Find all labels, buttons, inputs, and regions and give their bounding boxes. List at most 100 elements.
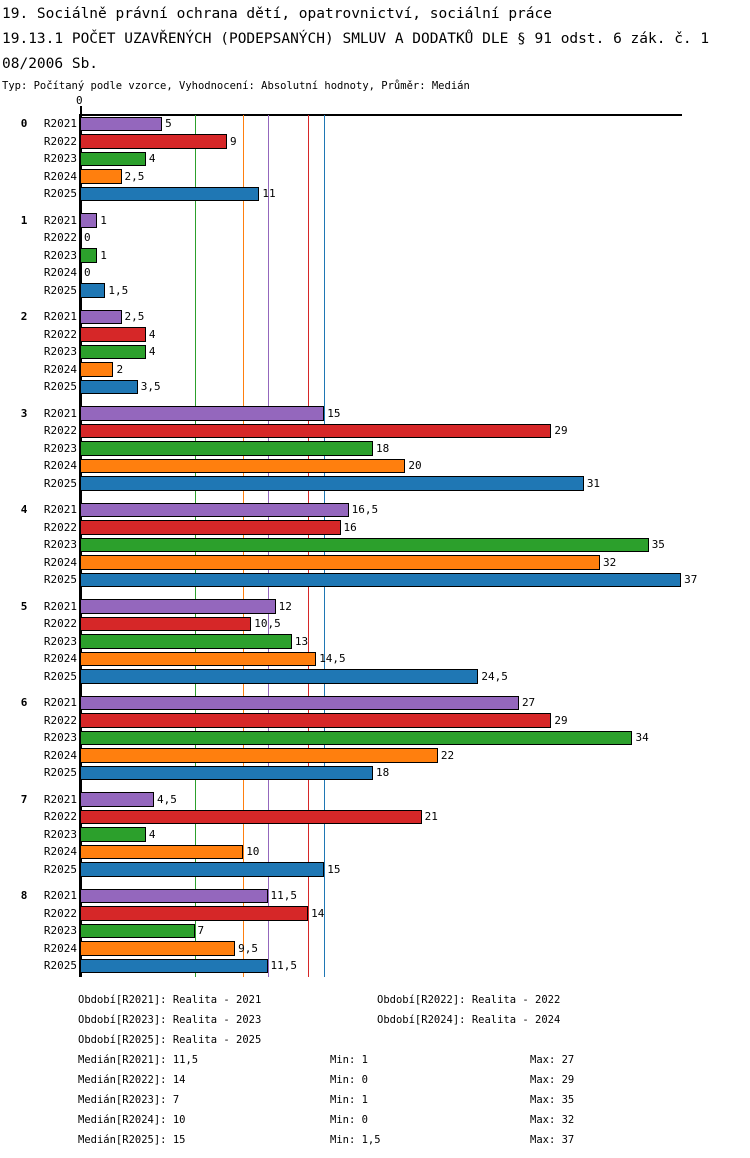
- bar-row[interactable]: R2025 37: [0, 571, 750, 589]
- bar-row[interactable]: R2022 29: [0, 422, 750, 440]
- bar-row[interactable]: R2021 11,5: [0, 887, 750, 905]
- bar-R2022[interactable]: [81, 713, 552, 728]
- bar-R2022[interactable]: [81, 423, 552, 438]
- bar-row[interactable]: R2025 11,5: [0, 957, 750, 975]
- bar-row[interactable]: R2023 4: [0, 150, 750, 168]
- bar-row[interactable]: R2025 11: [0, 185, 750, 203]
- bar-R2021[interactable]: [81, 213, 98, 228]
- bar-R2023[interactable]: [81, 441, 373, 456]
- series-label-R2021: R2021: [43, 310, 77, 323]
- bar-row[interactable]: R2021 4,5: [0, 791, 750, 809]
- legend-entry: Období[R2022]: Realita - 2022: [377, 994, 561, 1006]
- bar-R2022[interactable]: [81, 809, 422, 824]
- bar-row[interactable]: R2021 2,5: [0, 308, 750, 326]
- bar-value-label: 31: [586, 476, 601, 490]
- bar-row[interactable]: R2022 10,5: [0, 615, 750, 633]
- bar-row[interactable]: R2025 3,5: [0, 378, 750, 396]
- bar-row[interactable]: R2023 35: [0, 536, 750, 554]
- bar-R2022[interactable]: [81, 134, 227, 149]
- bar-row[interactable]: R2025 24,5: [0, 668, 750, 686]
- bar-R2025[interactable]: [81, 476, 584, 491]
- bar-row[interactable]: R2021 27: [0, 694, 750, 712]
- bar-row[interactable]: R2023 7: [0, 922, 750, 940]
- bar-row[interactable]: R2021 5: [0, 115, 750, 133]
- bar-R2023[interactable]: [81, 827, 146, 842]
- bar-R2023[interactable]: [81, 923, 195, 938]
- bar-row[interactable]: R2022 21: [0, 808, 750, 826]
- bar-row[interactable]: R2024 0: [0, 264, 750, 282]
- bar-row[interactable]: R2021 12: [0, 598, 750, 616]
- bar-row[interactable]: R2024 2: [0, 361, 750, 379]
- bar-R2023[interactable]: [81, 537, 649, 552]
- bar-row[interactable]: R2023 4: [0, 826, 750, 844]
- bar-R2024[interactable]: [81, 844, 244, 859]
- median-value: Medián[R2024]: 10: [78, 1114, 186, 1126]
- bar-R2021[interactable]: [81, 888, 268, 903]
- bar-row[interactable]: R2023 1: [0, 247, 750, 265]
- bar-R2021[interactable]: [81, 309, 122, 324]
- bar-value-label: 7: [197, 924, 205, 937]
- bar-R2024[interactable]: [81, 458, 406, 473]
- bar-row[interactable]: R2024 10: [0, 843, 750, 861]
- bar-R2022[interactable]: [81, 520, 341, 535]
- bar-R2024[interactable]: [81, 941, 236, 956]
- bar-row[interactable]: R2022 4: [0, 326, 750, 344]
- bar-R2021[interactable]: [81, 792, 154, 807]
- bar-R2021[interactable]: [81, 599, 276, 614]
- min-value: Min: 1: [330, 1094, 368, 1106]
- bar-row[interactable]: R2022 16: [0, 519, 750, 537]
- bar-R2023[interactable]: [81, 248, 98, 263]
- bar-R2021[interactable]: [81, 116, 163, 131]
- bar-R2025[interactable]: [81, 765, 373, 780]
- bar-row[interactable]: R2023 13: [0, 633, 750, 651]
- bar-row[interactable]: R2023 34: [0, 729, 750, 747]
- bar-R2025[interactable]: [81, 862, 325, 877]
- bar-R2025[interactable]: [81, 379, 138, 394]
- median-value: Medián[R2022]: 14: [78, 1074, 186, 1086]
- bar-row[interactable]: R2023 18: [0, 440, 750, 458]
- bar-row[interactable]: R2025 18: [0, 764, 750, 782]
- series-label-R2023: R2023: [43, 345, 77, 358]
- bar-row[interactable]: R2022 29: [0, 712, 750, 730]
- bar-R2021[interactable]: [81, 406, 325, 421]
- bar-row[interactable]: R2024 2,5: [0, 168, 750, 186]
- bar-row[interactable]: R2022 9: [0, 133, 750, 151]
- bar-R2024[interactable]: [81, 748, 438, 763]
- bar-R2022[interactable]: [81, 616, 252, 631]
- bar-R2023[interactable]: [81, 634, 292, 649]
- bar-R2022[interactable]: [81, 906, 309, 921]
- bar-row[interactable]: R2025 1,5: [0, 282, 750, 300]
- bar-row[interactable]: R2021 16,5: [0, 501, 750, 519]
- series-label-R2023: R2023: [43, 634, 77, 648]
- bar-row[interactable]: R2024 20: [0, 457, 750, 475]
- bar-row[interactable]: R2021 1: [0, 212, 750, 230]
- bar-R2024[interactable]: [81, 362, 114, 377]
- bar-R2024[interactable]: [81, 169, 122, 184]
- bar-row[interactable]: R2025 31: [0, 475, 750, 493]
- bar-R2025[interactable]: [81, 958, 268, 973]
- bar-row[interactable]: R2024 14,5: [0, 650, 750, 668]
- bar-R2023[interactable]: [81, 151, 146, 166]
- bar-R2025[interactable]: [81, 572, 682, 587]
- max-value: Max: 29: [530, 1074, 575, 1086]
- bar-R2021[interactable]: [81, 502, 349, 517]
- bar-R2025[interactable]: [81, 669, 479, 684]
- bar-R2025[interactable]: [81, 283, 106, 298]
- bar-R2023[interactable]: [81, 344, 146, 359]
- bar-R2022[interactable]: [81, 327, 146, 342]
- bar-R2024[interactable]: [81, 555, 601, 570]
- bar-row[interactable]: R2024 22: [0, 747, 750, 765]
- bar-row[interactable]: R2023 4: [0, 343, 750, 361]
- bar-row[interactable]: R2025 15: [0, 861, 750, 879]
- bar-value-label: 29: [554, 713, 568, 727]
- bar-R2024[interactable]: [81, 651, 317, 666]
- bar-row[interactable]: R2022 0: [0, 229, 750, 247]
- bar-row[interactable]: R2022 14: [0, 905, 750, 923]
- bar-R2025[interactable]: [81, 186, 260, 201]
- bar-R2023[interactable]: [81, 730, 633, 745]
- bar-row[interactable]: R2024 32: [0, 554, 750, 572]
- series-label-R2023: R2023: [43, 924, 77, 937]
- bar-R2021[interactable]: [81, 695, 519, 710]
- bar-row[interactable]: R2021 15: [0, 405, 750, 423]
- bar-row[interactable]: R2024 9,5: [0, 940, 750, 958]
